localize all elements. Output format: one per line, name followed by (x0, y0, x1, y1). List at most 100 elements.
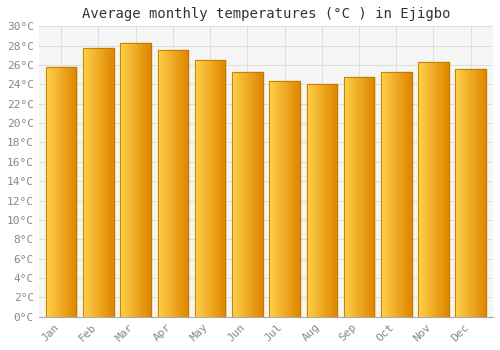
Bar (469, 69, 470, 317)
Bar (251, 72, 252, 317)
Bar (480, 69, 482, 317)
Bar (320, 84, 321, 317)
Bar (477, 69, 478, 317)
Bar (249, 72, 250, 317)
Bar (258, 72, 259, 317)
Bar (182, 50, 183, 317)
Bar (401, 72, 402, 317)
Bar (100, 48, 102, 317)
Bar (355, 77, 356, 317)
Bar (61, 67, 62, 317)
Bar (440, 62, 441, 317)
Bar (195, 60, 226, 317)
Bar (160, 50, 162, 317)
Bar (181, 50, 182, 317)
Bar (245, 72, 246, 317)
Bar (423, 62, 424, 317)
Bar (238, 72, 239, 317)
Bar (62, 67, 64, 317)
Bar (168, 50, 169, 317)
Bar (158, 50, 159, 317)
Bar (235, 72, 236, 317)
Bar (232, 72, 233, 317)
Bar (278, 82, 279, 317)
Bar (120, 43, 151, 317)
Bar (138, 43, 140, 317)
Bar (127, 43, 128, 317)
Bar (125, 43, 126, 317)
Bar (466, 69, 467, 317)
Bar (195, 60, 196, 317)
Bar (159, 50, 160, 317)
Bar (206, 60, 207, 317)
Bar (217, 60, 218, 317)
Bar (318, 84, 320, 317)
Bar (456, 69, 457, 317)
Bar (366, 77, 368, 317)
Bar (86, 48, 87, 317)
Bar (220, 60, 221, 317)
Bar (256, 72, 257, 317)
Bar (178, 50, 179, 317)
Bar (107, 48, 108, 317)
Bar (69, 67, 70, 317)
Bar (120, 43, 121, 317)
Bar (365, 77, 366, 317)
Bar (48, 67, 49, 317)
Bar (420, 62, 422, 317)
Bar (327, 84, 328, 317)
Bar (315, 84, 316, 317)
Bar (282, 82, 283, 317)
Bar (218, 60, 219, 317)
Bar (172, 50, 173, 317)
Bar (299, 82, 300, 317)
Bar (255, 72, 256, 317)
Bar (461, 69, 462, 317)
Bar (109, 48, 110, 317)
Bar (335, 84, 336, 317)
Bar (418, 62, 419, 317)
Bar (252, 72, 254, 317)
Bar (476, 69, 477, 317)
Bar (289, 82, 290, 317)
Bar (392, 72, 393, 317)
Bar (321, 84, 322, 317)
Bar (402, 72, 403, 317)
Bar (295, 82, 296, 317)
Bar (336, 84, 337, 317)
Bar (214, 60, 216, 317)
Bar (96, 48, 97, 317)
Bar (71, 67, 72, 317)
Bar (234, 72, 235, 317)
Bar (482, 69, 483, 317)
Bar (74, 67, 75, 317)
Bar (219, 60, 220, 317)
Bar (362, 77, 363, 317)
Bar (435, 62, 436, 317)
Bar (270, 82, 271, 317)
Bar (212, 60, 213, 317)
Bar (350, 77, 352, 317)
Bar (50, 67, 51, 317)
Bar (464, 69, 466, 317)
Bar (445, 62, 446, 317)
Bar (207, 60, 208, 317)
Bar (325, 84, 326, 317)
Bar (478, 69, 479, 317)
Bar (430, 62, 431, 317)
Bar (75, 67, 76, 317)
Bar (348, 77, 349, 317)
Bar (373, 77, 374, 317)
Bar (446, 62, 447, 317)
Bar (333, 84, 334, 317)
Bar (105, 48, 106, 317)
Bar (240, 72, 241, 317)
Bar (259, 72, 260, 317)
Bar (381, 72, 412, 317)
Bar (398, 72, 400, 317)
Bar (484, 69, 485, 317)
Bar (162, 50, 163, 317)
Bar (284, 82, 286, 317)
Bar (97, 48, 98, 317)
Bar (248, 72, 249, 317)
